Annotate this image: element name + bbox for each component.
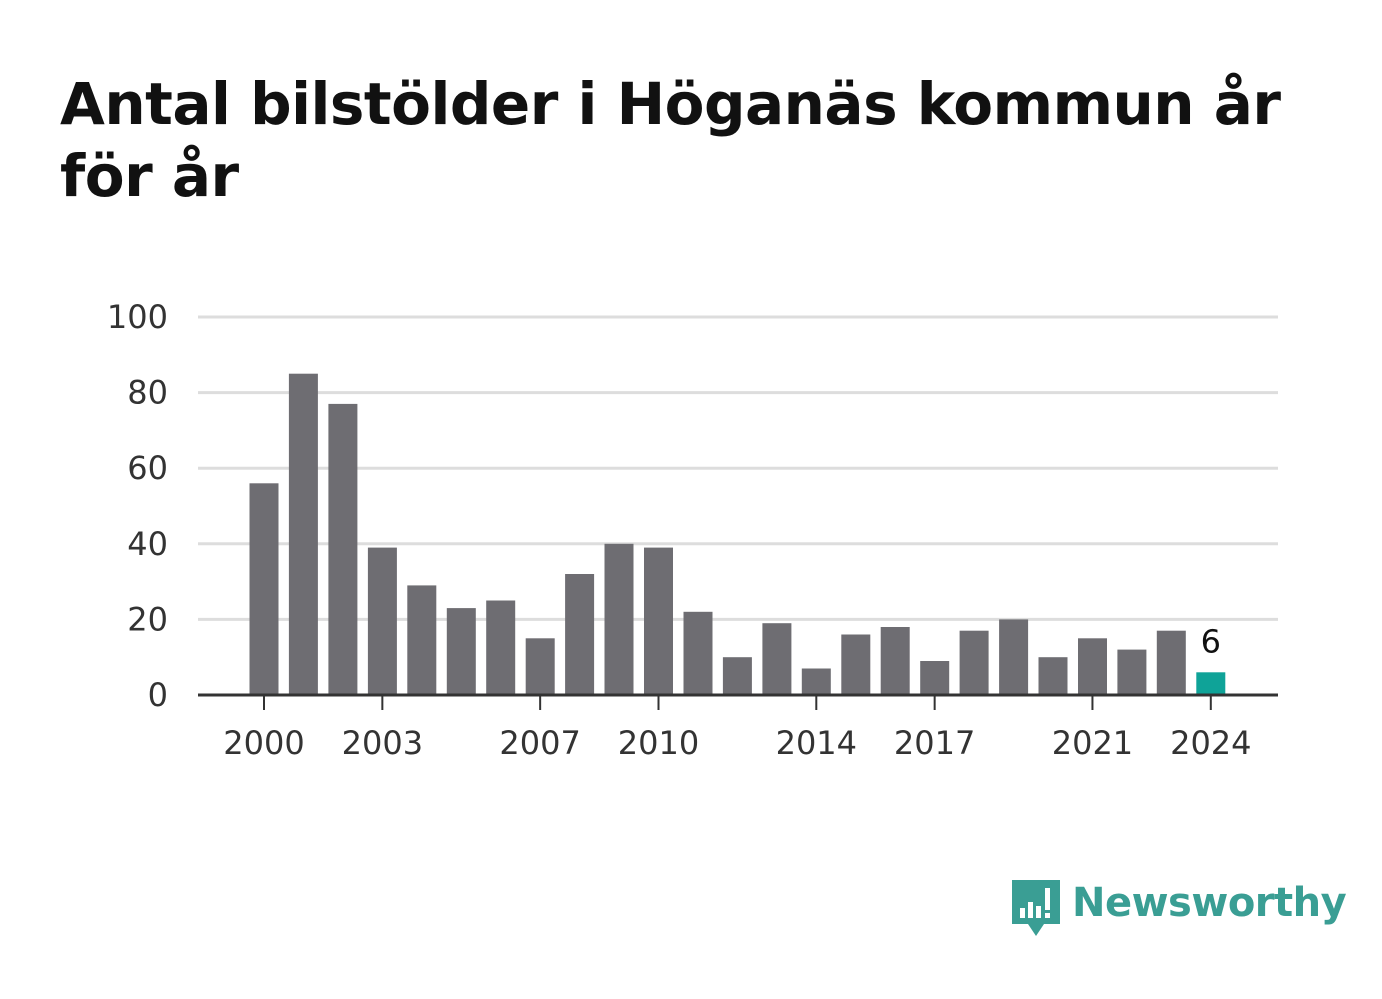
bar-2005 <box>447 608 476 695</box>
x-tick-label-2024: 2024 <box>1170 724 1251 762</box>
bar-2021 <box>1078 638 1107 695</box>
value-label-2024: 6 <box>1201 622 1221 660</box>
bar-2006 <box>486 601 515 696</box>
bar-2016 <box>881 627 910 695</box>
bar-2017 <box>920 661 949 695</box>
y-tick-label-60: 60 <box>127 449 168 487</box>
y-tick-label-80: 80 <box>127 374 168 412</box>
y-tick-label-0: 0 <box>148 676 168 714</box>
y-axis-labels: 0 20 40 60 80 100 <box>107 298 168 714</box>
bar-2011 <box>684 612 713 695</box>
bar-2015 <box>841 635 870 696</box>
bar-2007 <box>526 638 555 695</box>
brand-name: Newsworthy <box>1072 878 1346 928</box>
x-tick-label-2021: 2021 <box>1052 724 1133 762</box>
bar-2004 <box>407 585 436 695</box>
x-tick-label-2014: 2014 <box>776 724 857 762</box>
bar-2024 <box>1196 672 1225 695</box>
annotations: 6 <box>1201 622 1221 660</box>
x-tick-label-2010: 2010 <box>618 724 699 762</box>
bar-2001 <box>289 374 318 695</box>
x-axis <box>198 695 1278 710</box>
y-tick-label-20: 20 <box>127 600 168 638</box>
newsworthy-logo: Newsworthy <box>1010 878 1346 940</box>
x-tick-label-2007: 2007 <box>499 724 580 762</box>
x-tick-label-2017: 2017 <box>894 724 975 762</box>
x-tick-label-2003: 2003 <box>342 724 423 762</box>
bar-2019 <box>999 619 1028 695</box>
bars <box>250 374 1226 695</box>
bar-2003 <box>368 548 397 695</box>
gridlines <box>198 317 1278 619</box>
bar-2013 <box>762 623 791 695</box>
x-axis-labels: 2000 2003 2007 2010 2014 2017 2021 2024 <box>223 724 1251 762</box>
bar-2000 <box>250 483 279 695</box>
bar-2023 <box>1157 631 1186 695</box>
bar-2014 <box>802 669 831 696</box>
bar-2009 <box>605 544 634 695</box>
y-tick-label-40: 40 <box>127 525 168 563</box>
bar-2002 <box>328 404 357 695</box>
bar-2008 <box>565 574 594 695</box>
bar-2020 <box>1039 657 1068 695</box>
bar-2010 <box>644 548 673 695</box>
newsworthy-logo-icon <box>1010 878 1062 940</box>
bar-2012 <box>723 657 752 695</box>
x-tick-label-2000: 2000 <box>223 724 304 762</box>
y-tick-label-100: 100 <box>107 298 168 336</box>
bar-2022 <box>1117 650 1146 695</box>
bar-2018 <box>960 631 989 695</box>
